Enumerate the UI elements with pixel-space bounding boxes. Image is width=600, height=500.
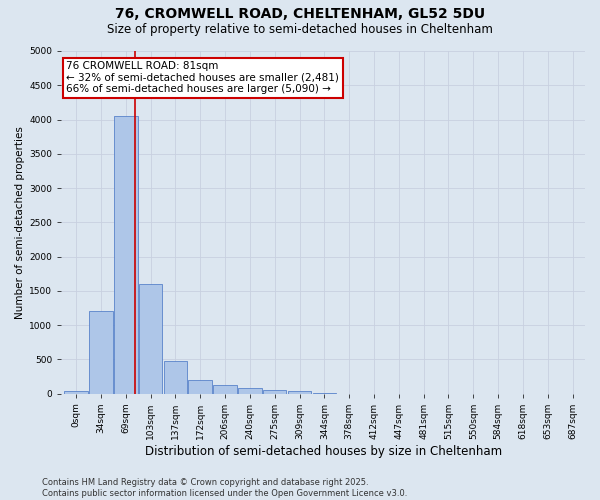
Bar — [89, 312, 113, 394]
Bar — [263, 390, 286, 394]
Text: 76 CROMWELL ROAD: 81sqm
← 32% of semi-detached houses are smaller (2,481)
66% of: 76 CROMWELL ROAD: 81sqm ← 32% of semi-de… — [67, 62, 340, 94]
Bar — [164, 360, 187, 394]
X-axis label: Distribution of semi-detached houses by size in Cheltenham: Distribution of semi-detached houses by … — [145, 444, 502, 458]
Bar — [139, 284, 163, 394]
Bar — [288, 392, 311, 394]
Bar — [313, 393, 336, 394]
Bar — [238, 388, 262, 394]
Bar — [188, 380, 212, 394]
Bar — [64, 392, 88, 394]
Bar — [114, 116, 137, 394]
Y-axis label: Number of semi-detached properties: Number of semi-detached properties — [15, 126, 25, 318]
Bar — [213, 384, 237, 394]
Text: Size of property relative to semi-detached houses in Cheltenham: Size of property relative to semi-detach… — [107, 22, 493, 36]
Text: 76, CROMWELL ROAD, CHELTENHAM, GL52 5DU: 76, CROMWELL ROAD, CHELTENHAM, GL52 5DU — [115, 8, 485, 22]
Text: Contains HM Land Registry data © Crown copyright and database right 2025.
Contai: Contains HM Land Registry data © Crown c… — [42, 478, 407, 498]
